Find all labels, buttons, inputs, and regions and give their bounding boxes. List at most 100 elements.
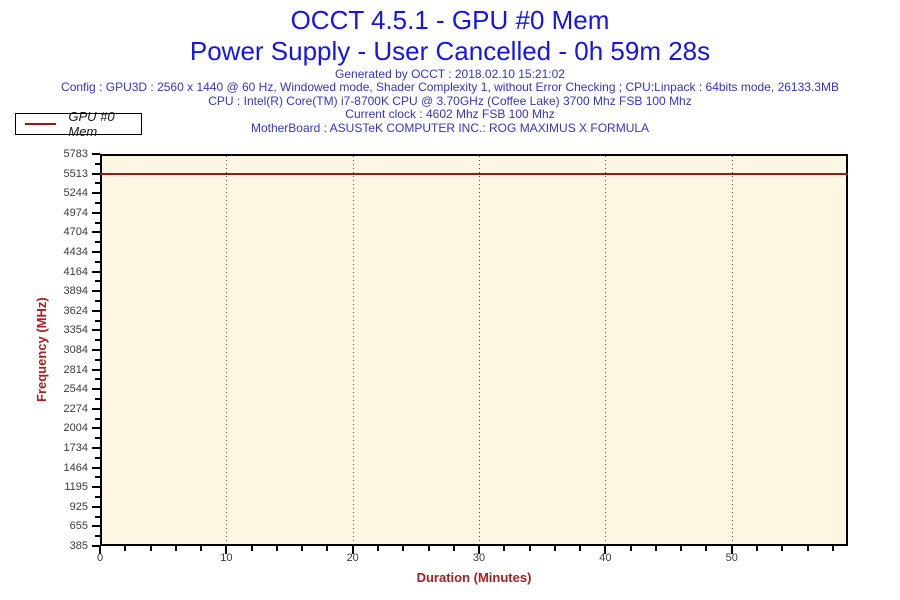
y-minor-tick	[95, 201, 100, 204]
x-minor-tick	[528, 546, 531, 551]
y-major-tick	[92, 250, 100, 253]
x-minor-tick	[756, 546, 759, 551]
x-major-tick	[351, 546, 354, 554]
x-minor-tick	[250, 546, 253, 551]
y-major-tick	[92, 172, 100, 175]
y-minor-tick	[95, 476, 100, 479]
vertical-gridline	[731, 156, 733, 544]
vertical-gridline	[605, 156, 607, 544]
vertical-gridline	[479, 156, 481, 544]
y-minor-tick	[95, 280, 100, 283]
x-minor-tick	[452, 546, 455, 551]
x-minor-tick	[705, 546, 708, 551]
x-minor-tick	[174, 546, 177, 551]
system-info-block: Generated by OCCT : 2018.02.10 15:21:02 …	[0, 67, 900, 135]
y-minor-tick	[95, 221, 100, 224]
y-tick-label: 1464	[63, 461, 88, 474]
y-minor-tick	[95, 495, 100, 498]
y-minor-tick	[95, 260, 100, 263]
x-tick-label: 50	[725, 552, 738, 564]
y-tick-label: 5513	[63, 167, 88, 180]
y-major-tick	[92, 466, 100, 469]
generated-info-line: Generated by OCCT : 2018.02.10 15:21:02	[335, 67, 565, 81]
y-tick-label: 385	[69, 540, 88, 552]
y-major-tick	[92, 349, 100, 351]
x-tick-label: 0	[96, 552, 104, 564]
y-tick-label: 4704	[63, 226, 88, 239]
x-minor-tick	[629, 546, 632, 551]
x-minor-tick	[124, 546, 127, 551]
y-major-tick	[92, 545, 100, 547]
x-minor-tick	[553, 546, 556, 551]
x-minor-tick	[402, 546, 405, 551]
y-minor-tick	[95, 319, 100, 322]
y-major-tick	[92, 427, 100, 430]
y-major-tick	[92, 231, 100, 234]
y-tick-label: 1195	[64, 481, 88, 494]
y-tick-label: 2544	[63, 383, 88, 396]
x-minor-tick	[680, 546, 683, 551]
y-minor-tick	[95, 515, 100, 518]
x-major-tick	[730, 546, 733, 554]
x-major-tick	[604, 546, 607, 554]
report-title: OCCT 4.5.1 - GPU #0 Mem	[290, 5, 610, 35]
report-subtitle: Power Supply - User Cancelled - 0h 59m 2…	[189, 36, 711, 66]
x-minor-tick	[275, 546, 278, 551]
y-minor-tick	[95, 456, 100, 459]
legend-line-swatch	[25, 123, 57, 125]
y-major-tick	[92, 407, 100, 410]
x-minor-tick	[427, 546, 430, 551]
x-minor-tick	[806, 546, 809, 551]
legend-box: GPU #0 Mem	[15, 109, 142, 139]
current-clock-line: Current clock : 4602 Mhz FSB 100 Mhz	[345, 107, 555, 122]
x-axis-title: Duration (Minutes)	[416, 570, 532, 585]
x-major-tick	[225, 546, 228, 554]
y-tick-label: 3084	[63, 344, 88, 356]
x-minor-tick	[149, 546, 152, 551]
x-minor-tick	[781, 546, 784, 551]
y-major-tick	[92, 447, 100, 450]
y-tick-label: 4434	[63, 245, 88, 258]
y-tick-label: 4974	[63, 206, 88, 219]
x-tick-label: 40	[599, 552, 612, 564]
y-major-tick	[92, 192, 100, 195]
y-major-tick	[92, 309, 100, 312]
vertical-gridline	[352, 156, 354, 544]
y-major-tick	[92, 270, 100, 273]
y-tick-label: 3354	[63, 324, 88, 337]
y-tick-label: 5244	[63, 187, 88, 200]
legend-label: GPU #0 Mem	[68, 109, 115, 139]
y-major-tick	[92, 486, 100, 489]
y-major-tick	[92, 388, 100, 391]
x-minor-tick	[301, 546, 304, 551]
y-tick-label: 655	[69, 520, 88, 533]
y-major-tick	[92, 525, 100, 528]
config-info-line: Config : GPU3D : 2560 x 1440 @ 60 Hz, Wi…	[61, 80, 839, 95]
x-minor-tick	[200, 546, 203, 551]
x-minor-tick	[503, 546, 506, 551]
y-tick-label: 2004	[63, 422, 88, 435]
y-minor-tick	[95, 162, 100, 165]
x-tick-label: 10	[220, 552, 233, 564]
y-minor-tick	[95, 299, 100, 302]
x-major-tick	[99, 546, 101, 554]
y-major-tick	[92, 290, 100, 293]
x-tick-label: 30	[472, 552, 486, 564]
y-major-tick	[92, 368, 100, 371]
y-tick-label: 3894	[63, 285, 88, 298]
y-minor-tick	[95, 398, 100, 401]
vertical-gridline	[226, 156, 228, 544]
y-tick-label: 3624	[63, 304, 88, 317]
y-minor-tick	[95, 437, 100, 440]
y-axis-title: Frequency (MHz)	[34, 297, 49, 403]
y-tick-label: 1734	[63, 442, 88, 455]
y-tick-label: 5783	[63, 148, 88, 160]
y-minor-tick	[95, 358, 100, 361]
motherboard-line: MotherBoard : ASUSTeK COMPUTER INC.: ROG…	[250, 120, 650, 135]
x-tick-label: 20	[346, 552, 359, 564]
y-minor-tick	[95, 182, 100, 185]
y-major-tick	[92, 211, 100, 214]
y-minor-tick	[95, 417, 100, 420]
x-minor-tick	[326, 546, 329, 551]
x-minor-tick	[654, 546, 657, 551]
